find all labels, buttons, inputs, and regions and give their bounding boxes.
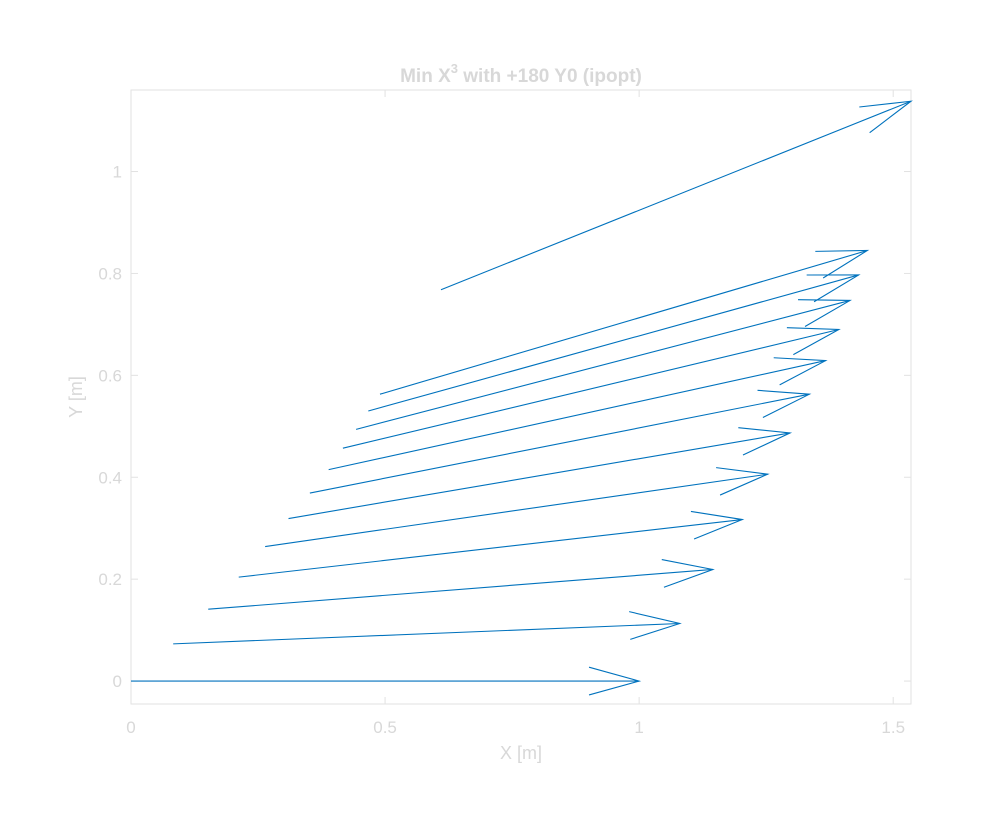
- arrow-head: [629, 611, 682, 640]
- arrow-shaft: [309, 393, 810, 494]
- vector-arrow: [131, 666, 642, 696]
- x-tick-label: 0.5: [373, 718, 397, 737]
- vector-arrow: [368, 274, 861, 412]
- vector-arrow: [265, 467, 770, 548]
- x-tick-label: 0: [126, 718, 135, 737]
- chart-title-superscript: 3: [451, 61, 458, 76]
- vector-arrow: [342, 327, 841, 449]
- arrow-shaft: [379, 249, 868, 395]
- y-tick-label: 0.6: [98, 366, 122, 385]
- chart-title: Min X3 with +180 Y0 (ipopt): [400, 61, 642, 87]
- y-tick-label: 0.8: [98, 264, 122, 283]
- arrow-shaft: [355, 299, 851, 430]
- y-tick-label: 0.2: [98, 570, 122, 589]
- arrow-shaft: [440, 100, 912, 291]
- chart-title-suffix: with +180 Y0 (ipopt): [458, 66, 642, 87]
- y-tick-label: 0: [113, 672, 122, 691]
- arrow-head: [859, 100, 913, 134]
- arrow-head: [757, 389, 812, 419]
- chart-title-main: Min X: [400, 66, 451, 87]
- vector-arrow: [328, 357, 828, 471]
- vector-series: [131, 100, 913, 696]
- arrow-head: [661, 559, 715, 588]
- arrow-head: [815, 249, 870, 279]
- arrow-head: [798, 299, 853, 327]
- arrow-head: [588, 666, 642, 696]
- vector-arrow: [208, 559, 715, 610]
- y-tick-label: 0.4: [98, 468, 122, 487]
- arrow-shaft: [328, 360, 826, 471]
- arrow-shaft: [208, 568, 713, 610]
- arrow-shaft: [265, 473, 768, 548]
- plot-area-box: [130, 89, 912, 705]
- vector-arrow: [379, 249, 870, 395]
- axis-ticks: 0 0.5 1 1.5 0 0.2 0.4 0.6 0.8 1: [98, 90, 911, 737]
- x-axis-label: X [m]: [500, 743, 542, 763]
- vector-arrow: [309, 389, 812, 494]
- arrow-head: [690, 510, 745, 540]
- arrow-shaft: [342, 328, 839, 449]
- y-tick-label: 1: [113, 163, 122, 182]
- x-tick-label: 1.5: [881, 718, 905, 737]
- y-axis-label: Y [m]: [66, 376, 86, 418]
- arrow-shaft: [238, 518, 743, 578]
- arrow-shaft: [173, 622, 680, 645]
- x-tick-label: 1: [634, 718, 643, 737]
- vector-arrow: [440, 100, 913, 291]
- vector-arrow: [355, 299, 853, 430]
- arrow-head: [716, 467, 770, 496]
- vector-arrow: [238, 510, 745, 578]
- arrow-head: [786, 327, 841, 356]
- vector-arrow: [173, 611, 682, 645]
- arrow-head: [738, 427, 793, 456]
- arrow-head: [806, 274, 861, 303]
- arrow-shaft: [368, 274, 859, 412]
- arrow-shaft: [288, 432, 791, 520]
- arrow-head: [773, 357, 828, 386]
- vector-arrow: [288, 427, 793, 520]
